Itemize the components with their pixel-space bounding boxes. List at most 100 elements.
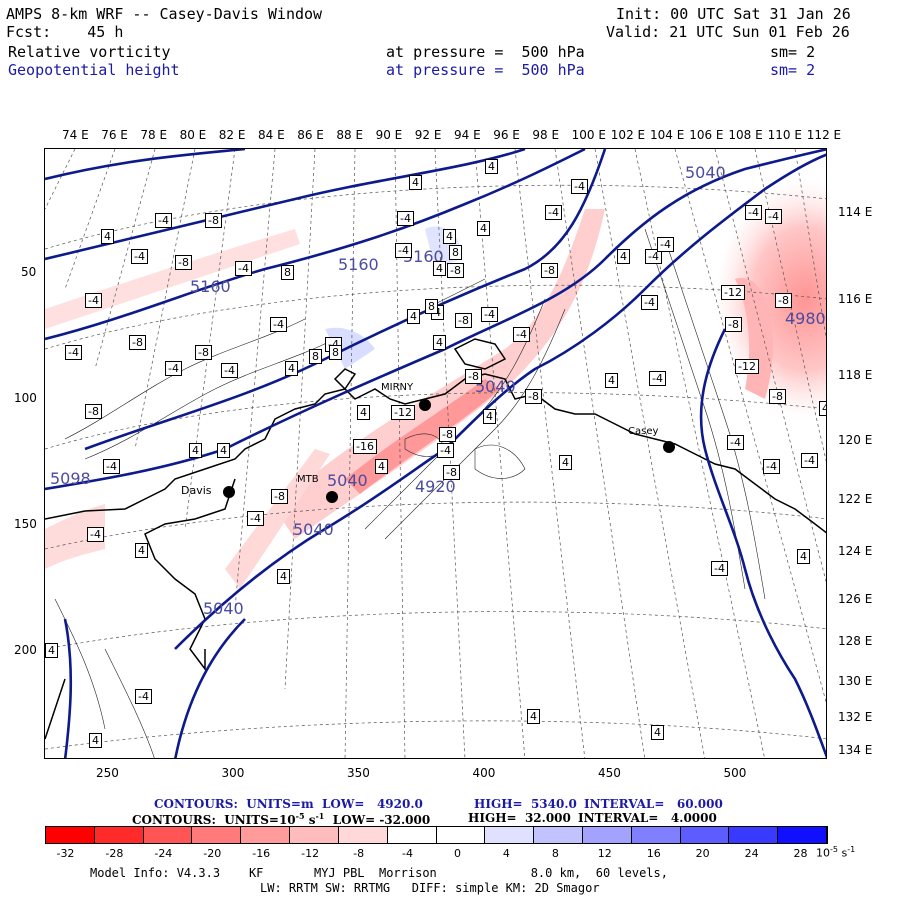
vorticity-contour-label: -8	[525, 389, 542, 404]
colorbar-segment	[631, 827, 681, 843]
height-label: 4980	[785, 309, 826, 328]
vorticity-contour-label: -4	[649, 371, 666, 386]
vorticity-contour-label: 4	[477, 221, 490, 236]
vorticity-contour-label: 4	[819, 401, 826, 416]
vorticity-contour-label: 4	[443, 229, 456, 244]
vorticity-contour-label: -8	[775, 293, 792, 308]
left-y-label: 50	[21, 265, 37, 279]
vorticity-contour-label: 4	[101, 229, 114, 244]
top-longitude-label: 108 E	[728, 128, 763, 142]
vorticity-contour-label: -4	[235, 261, 252, 276]
vorticity-contour-label: -8	[769, 389, 786, 404]
vorticity-contour-label: -4	[135, 689, 152, 704]
vorticity-contour-label: -8	[205, 213, 222, 228]
colorbar-tick-label: -32	[56, 847, 75, 860]
right-longitude-label: 118 E	[838, 368, 873, 382]
vorticity-contour-label: -4	[247, 511, 264, 526]
vorticity-contour-label: 4	[433, 261, 446, 276]
colorbar-tick-label: 0	[453, 847, 461, 860]
colorbar-segment	[46, 827, 95, 843]
height-label: 5098	[50, 469, 91, 488]
vorticity-contour-label: -4	[641, 295, 658, 310]
top-longitude-label: 100 E	[571, 128, 606, 142]
vorticity-contour-label: -4	[711, 561, 728, 576]
colorbar-units: 10-5 s-1	[816, 845, 856, 860]
map-canvas	[45, 149, 826, 758]
vorticity-contour-label: 4	[651, 725, 664, 740]
vorticity-contour-label: 4	[357, 405, 370, 420]
map-panel[interactable]: Davis MIRNY Casey MTB 5040 5160 5160 516…	[44, 148, 827, 759]
vorticity-contour-label: -8	[541, 263, 558, 278]
colorbar-segment	[387, 827, 437, 843]
model-info-2: LW: RRTM SW: RRTMG DIFF: simple KM: 2D S…	[260, 881, 600, 895]
vorticity-contour-label: -8	[85, 404, 102, 419]
field2-name: Geopotential height	[8, 61, 180, 79]
vorticity-contour-label: -16	[353, 439, 377, 454]
vorticity-contour-label: 4	[409, 175, 422, 190]
colorbar-tick-label: -12	[301, 847, 320, 860]
colorbar-segment	[485, 827, 535, 843]
vorticity-contour-label: -4	[221, 363, 238, 378]
colorbar-tick-label: 20	[695, 847, 710, 860]
right-longitude-label: 130 E	[838, 674, 873, 688]
vorticity-contour-label: -4	[765, 209, 782, 224]
station-mirny-marker	[419, 399, 431, 411]
colorbar-segment	[290, 827, 339, 843]
top-longitude-label: 110 E	[767, 128, 802, 142]
vorticity-contour-label: -4	[657, 237, 674, 252]
bottom-x-label: 350	[347, 766, 370, 780]
vorticity-contour-label: 4	[433, 335, 446, 350]
contours-height-label: CONTOURS: UNITS=m LOW= 4920.0	[154, 797, 423, 811]
height-label: 5160	[190, 277, 231, 296]
vorticity-contour-label: 4	[797, 549, 810, 564]
left-y-label: 150	[14, 517, 37, 531]
field2-pressure: at pressure = 500 hPa	[386, 61, 585, 79]
contours-vorticity-label: CONTOURS: UNITS=10-5 s-1 LOW= -32.000	[132, 811, 431, 827]
colorbar-tick-label: 8	[551, 847, 559, 860]
colorbar-tick-label: -24	[154, 847, 173, 860]
vorticity-contour-label: -4	[397, 211, 414, 226]
colorbar-tick-label: -8	[353, 847, 365, 860]
vorticity-contour-label: -8	[195, 345, 212, 360]
colorbar-segment	[94, 827, 144, 843]
height-label: 5040	[685, 163, 726, 182]
top-longitude-label: 78 E	[140, 128, 168, 142]
right-longitude-label: 128 E	[838, 634, 873, 648]
colorbar-segment	[680, 827, 730, 843]
vorticity-contour-label: -4	[745, 205, 762, 220]
height-label: 5160	[338, 255, 379, 274]
field2-smoothing: sm= 2	[770, 61, 816, 79]
right-longitude-label: 114 E	[838, 205, 873, 219]
height-label: 5040	[293, 520, 334, 539]
vorticity-contour-label: 4	[605, 373, 618, 388]
vorticity-contour-label: -4	[395, 243, 412, 258]
init-time: Init: 00 UTC Sat 31 Jan 26	[616, 5, 851, 23]
colorbar-segment	[241, 827, 291, 843]
colorbar-tick-label: 16	[646, 847, 661, 860]
colorbar-segment	[582, 827, 632, 843]
vorticity-contour-label: 4	[375, 459, 388, 474]
vorticity-contour-label: 4	[189, 443, 202, 458]
stations	[223, 399, 675, 503]
colorbar-segment	[534, 827, 583, 843]
top-longitude-label: 88 E	[336, 128, 364, 142]
contours-vorticity-high: HIGH= 32.000	[468, 811, 571, 825]
colorbar-tick-label: -16	[252, 847, 271, 860]
vorticity-contour-label: 4	[277, 569, 290, 584]
vorticity-contour-label: -8	[443, 465, 460, 480]
vorticity-contour-label: -8	[455, 313, 472, 328]
contours-height-high: HIGH= 5340.0	[474, 797, 577, 811]
colorbar-tick-label: -28	[105, 847, 124, 860]
bottom-x-label: 300	[221, 766, 245, 780]
top-longitude-label: 92 E	[414, 128, 442, 142]
colorbar-segment	[143, 827, 193, 843]
top-longitude-label: 96 E	[493, 128, 520, 142]
vorticity-contour-label: 4	[217, 443, 230, 458]
field1-name: Relative vorticity	[8, 43, 171, 61]
station-casey-label: Casey	[628, 426, 659, 437]
vorticity-contour-label: -4	[270, 317, 287, 332]
vorticity-colorbar	[45, 826, 828, 844]
vorticity-contour-label: 8	[309, 349, 322, 364]
vorticity-contour-label: 8	[449, 245, 462, 260]
station-davis-marker	[223, 486, 235, 498]
